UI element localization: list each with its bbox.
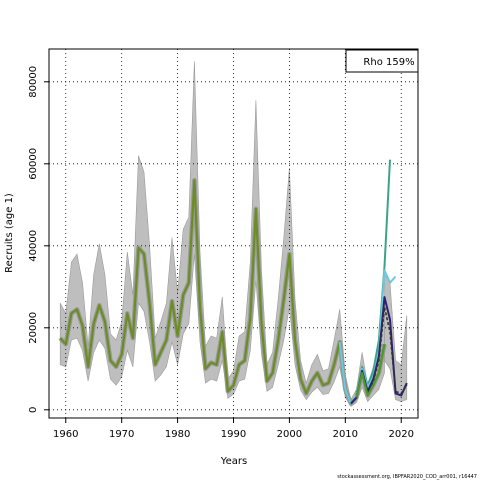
x-tick-label: 1980 xyxy=(165,429,190,440)
base-series-line xyxy=(59,179,386,405)
y-tick-label: 80000 xyxy=(28,66,39,98)
y-tick-label: 20000 xyxy=(28,312,39,344)
x-tick-label: 2000 xyxy=(277,429,302,440)
y-tick-label: 0 xyxy=(28,407,39,413)
y-tick-label: 40000 xyxy=(28,230,39,262)
y-tick-label: 60000 xyxy=(28,148,39,180)
axis-layer: 1960 1970 1980 1990 2000 2010 2020 0 20000 40000 6… xyxy=(28,66,414,440)
x-axis-title: Years xyxy=(220,456,247,467)
series-layer xyxy=(58,159,408,406)
x-tick-label: 2020 xyxy=(389,429,414,440)
x-tick-label: 2010 xyxy=(333,429,358,440)
legend-rho-label: Rho 159% xyxy=(363,57,414,68)
retro-series-line-5 xyxy=(355,344,386,398)
x-tick-label: 1970 xyxy=(109,429,134,440)
x-tick-label: 1960 xyxy=(53,429,78,440)
x-tick-label: 1990 xyxy=(221,429,246,440)
retro-series-line-2 xyxy=(338,269,397,405)
y-axis-title: Recruits (age 1) xyxy=(4,193,15,273)
legend-box xyxy=(345,49,419,73)
grid-layer xyxy=(49,49,418,418)
legend: Rho 159% xyxy=(345,49,419,73)
credit-text: stockassessment.org, IBPFAR2020_COD_arr0… xyxy=(337,474,477,480)
